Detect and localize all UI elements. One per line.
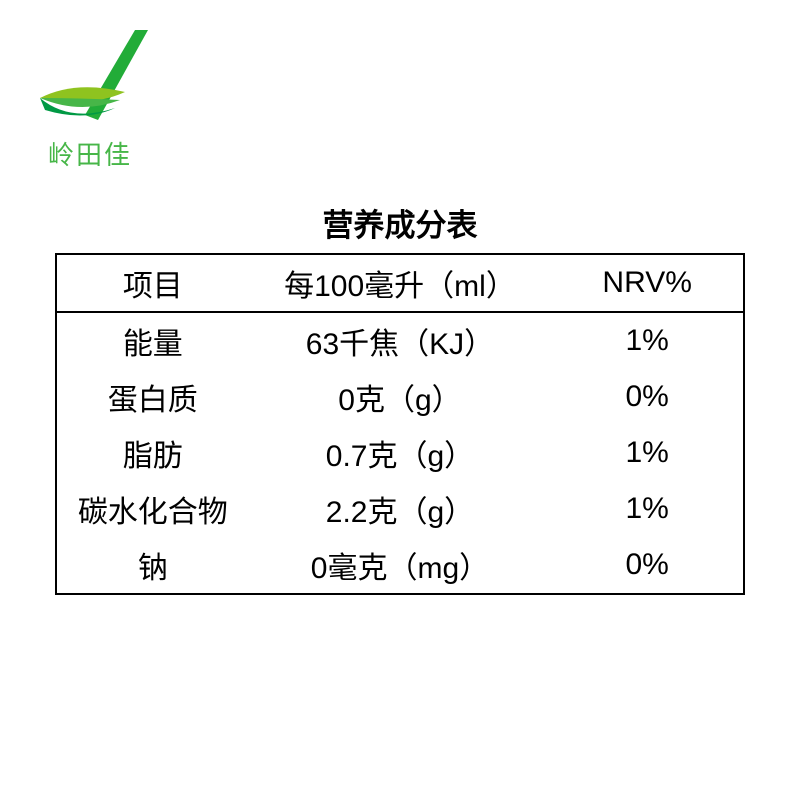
table-row: 蛋白质 0克（g） 0% (56, 369, 744, 425)
nutrition-table: 项目 每100毫升（ml） NRV% 能量 63千焦（KJ） 1% 蛋白质 0克… (55, 253, 745, 595)
cell-nrv: 0% (551, 369, 744, 425)
cell-nrv: 1% (551, 425, 744, 481)
cell-name: 碳水化合物 (56, 481, 249, 537)
table-row: 能量 63千焦（KJ） 1% (56, 312, 744, 369)
header-nrv: NRV% (551, 254, 744, 312)
cell-per100: 0克（g） (249, 369, 552, 425)
cell-name: 钠 (56, 537, 249, 594)
table-header-row: 项目 每100毫升（ml） NRV% (56, 254, 744, 312)
cell-nrv: 1% (551, 312, 744, 369)
cell-name: 脂肪 (56, 425, 249, 481)
cell-nrv: 0% (551, 537, 744, 594)
cell-name: 蛋白质 (56, 369, 249, 425)
table-row: 脂肪 0.7克（g） 1% (56, 425, 744, 481)
cell-name: 能量 (56, 312, 249, 369)
nutrition-table-container: 营养成分表 项目 每100毫升（ml） NRV% 能量 63千焦（KJ） 1% … (55, 200, 745, 595)
cell-per100: 0.7克（g） (249, 425, 552, 481)
nutrition-table-title: 营养成分表 (55, 200, 745, 245)
table-row: 钠 0毫克（mg） 0% (56, 537, 744, 594)
header-item: 项目 (56, 254, 249, 312)
cell-per100: 0毫克（mg） (249, 537, 552, 594)
cell-per100: 63千焦（KJ） (249, 312, 552, 369)
brand-logo-block: 岭田佳 (30, 20, 160, 172)
cell-per100: 2.2克（g） (249, 481, 552, 537)
header-per100: 每100毫升（ml） (249, 254, 552, 312)
brand-logo-icon (30, 20, 160, 125)
brand-name: 岭田佳 (48, 135, 160, 172)
table-row: 碳水化合物 2.2克（g） 1% (56, 481, 744, 537)
cell-nrv: 1% (551, 481, 744, 537)
